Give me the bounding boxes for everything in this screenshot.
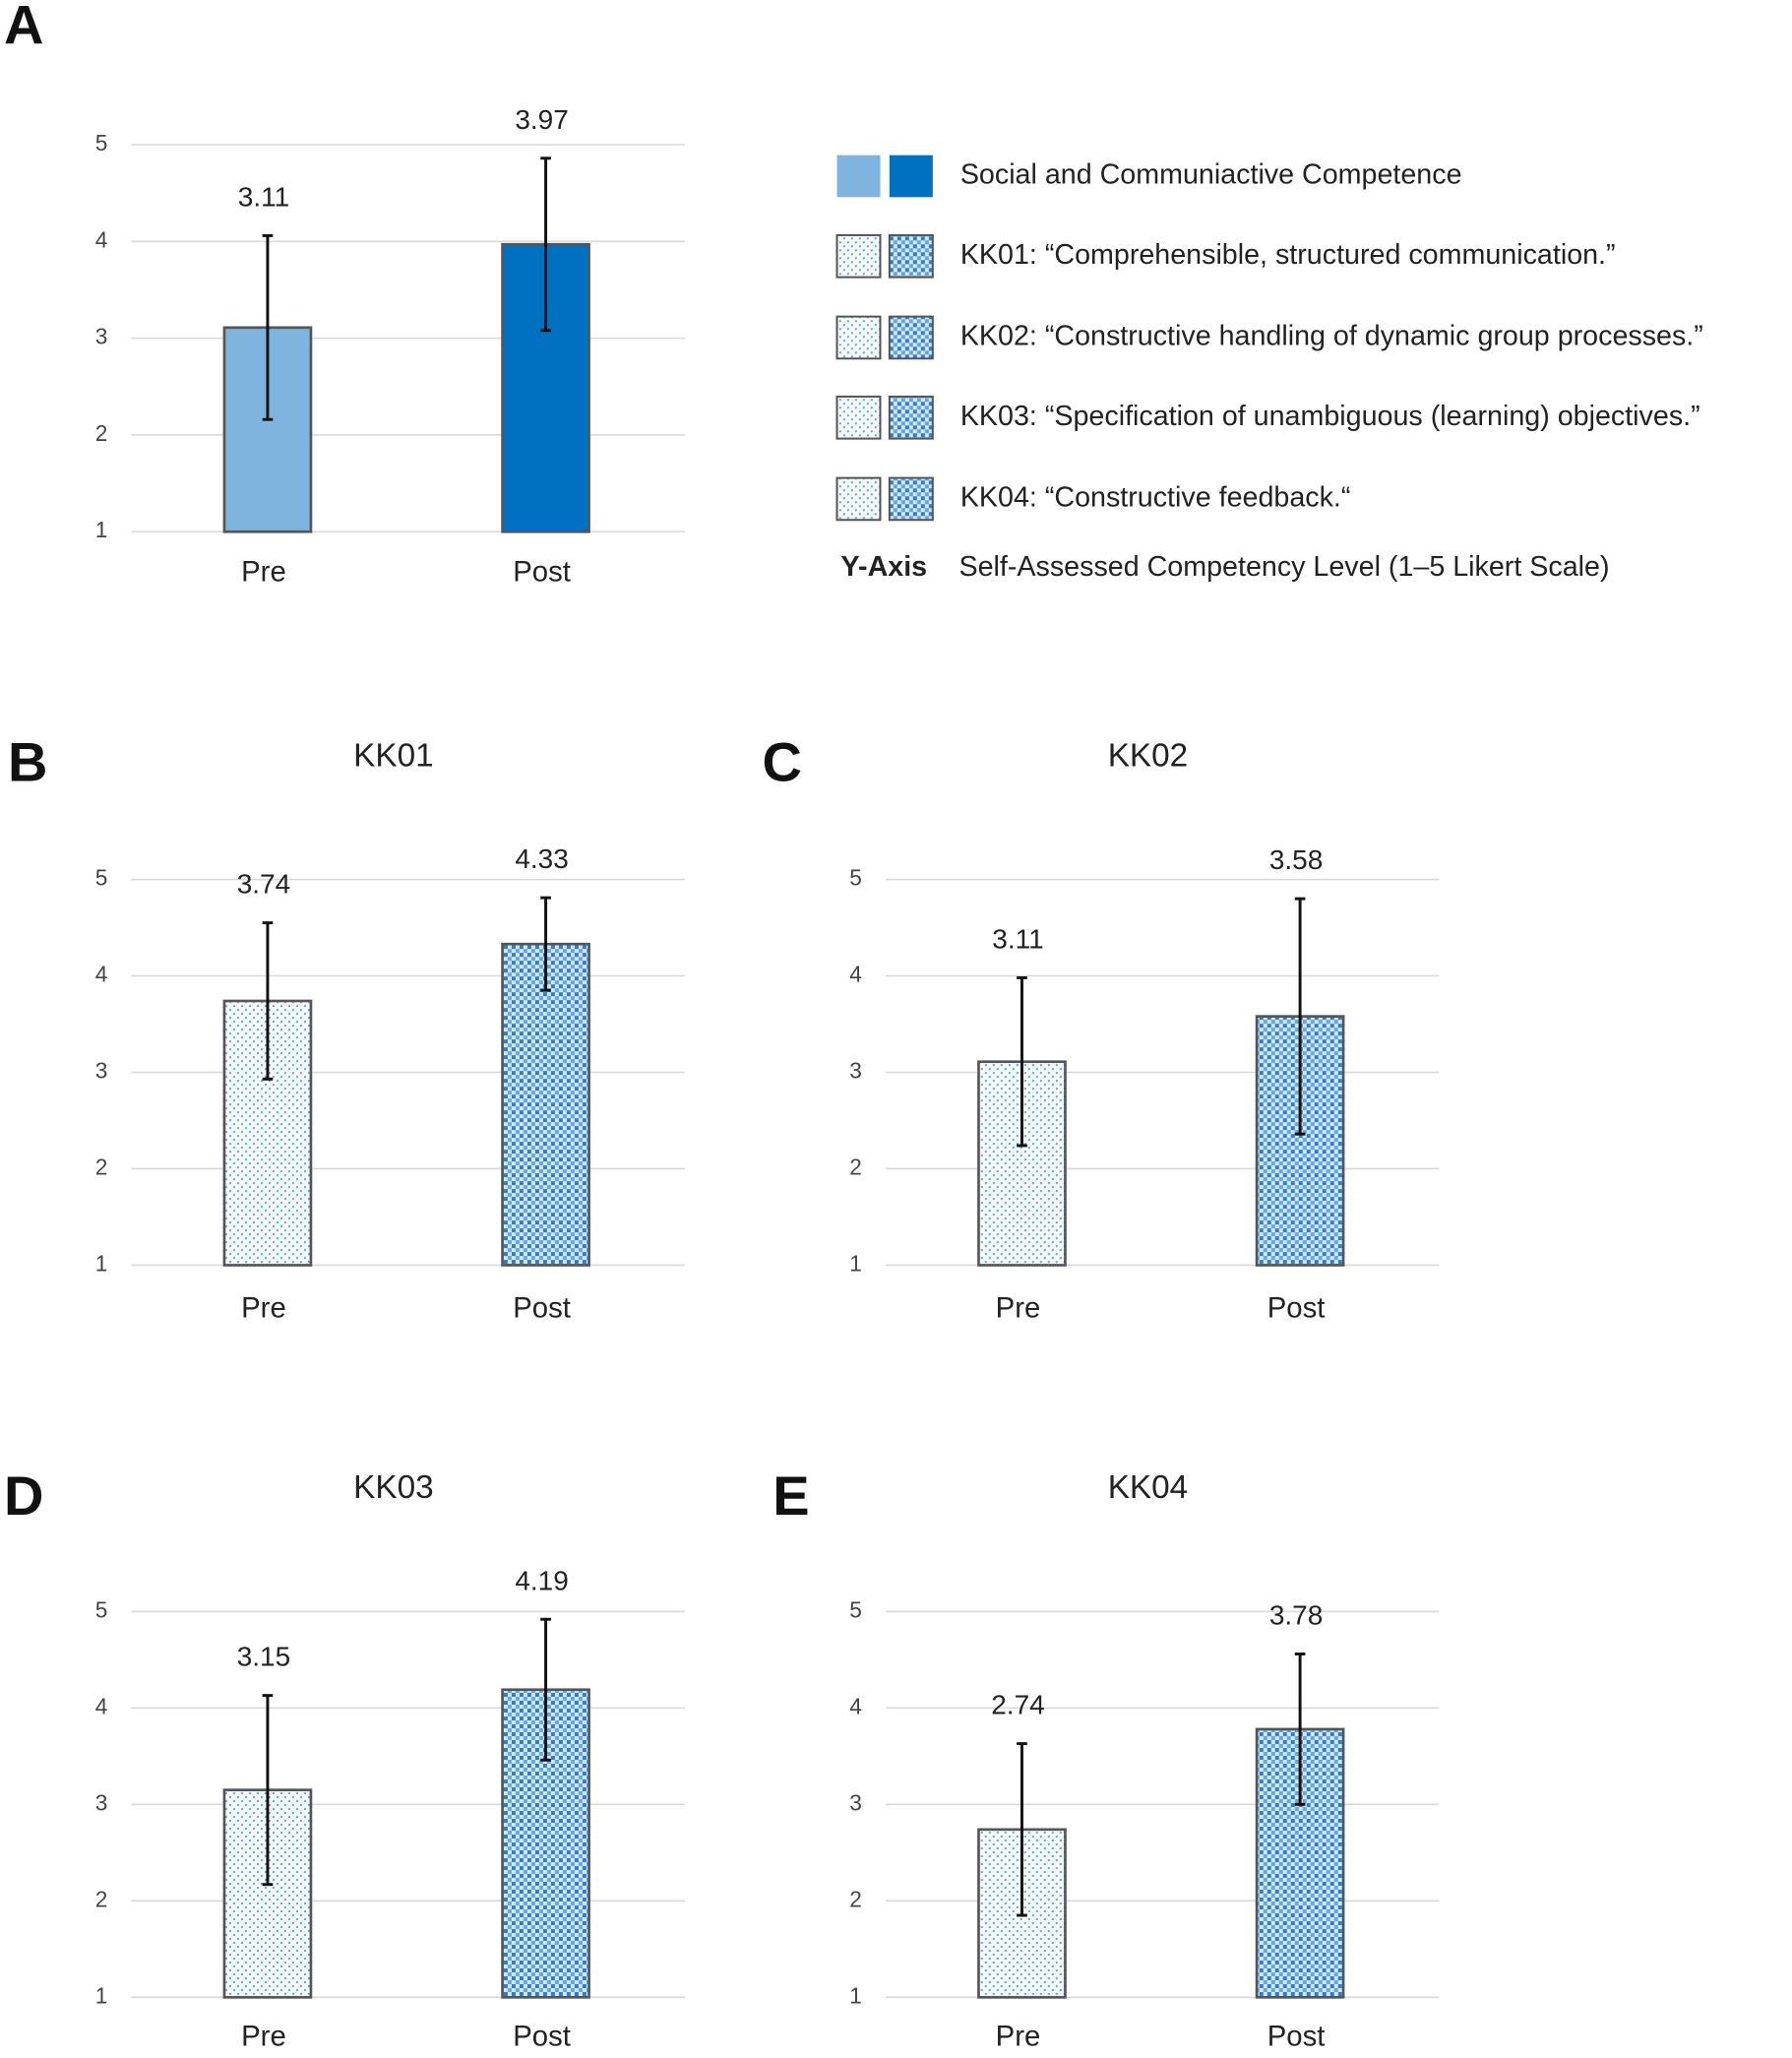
legend-swatch (888, 395, 934, 440)
legend-swatch (889, 155, 933, 198)
x-tick-label: Pre (996, 2020, 1041, 2052)
chart-title: KK03 (353, 1469, 434, 1506)
x-tick-label: Pre (241, 1292, 286, 1325)
panel-letter: E (772, 1465, 809, 1527)
panel-letter: A (4, 0, 43, 55)
bar (501, 942, 590, 1267)
y-tick-label: 2 (95, 420, 108, 446)
value-label: 3.11 (238, 181, 289, 212)
legend-swatch (835, 233, 882, 279)
y-tick-label: 2 (849, 1154, 862, 1179)
y-tick-label: 1 (95, 1982, 108, 2008)
x-tick-label: Post (513, 2020, 571, 2052)
chart-title: KK01 (353, 737, 434, 774)
y-tick-label: 4 (95, 961, 108, 986)
legend-swatch (835, 476, 882, 522)
y-tick-label: 2 (95, 1154, 108, 1179)
legend-label: Social and Communiactive Competence (960, 159, 1462, 191)
panel-letter: D (4, 1465, 43, 1527)
legend-label: KK03: “Specification of unambiguous (lea… (960, 401, 1700, 432)
x-tick-label: Pre (996, 1292, 1041, 1325)
x-tick-label: Post (513, 556, 571, 589)
y-tick-label: 4 (95, 1693, 108, 1718)
y-tick-label: 4 (95, 226, 108, 252)
y-tick-label: 1 (95, 517, 108, 542)
y-tick-label: 4 (849, 1693, 862, 1718)
value-label: 3.11 (992, 924, 1043, 955)
y-tick-label: 3 (95, 1057, 108, 1083)
x-tick-label: Post (1267, 2020, 1326, 2052)
legend-swatch (888, 315, 934, 360)
value-label: 2.74 (991, 1690, 1044, 1720)
value-label: 4.19 (515, 1565, 568, 1595)
x-tick-label: Post (1267, 1292, 1326, 1325)
y-tick-label: 5 (849, 865, 862, 891)
value-label: 3.58 (1269, 844, 1323, 875)
panel-letter: B (8, 731, 47, 793)
legend-swatch (888, 476, 934, 522)
value-label: 4.33 (515, 843, 568, 874)
bar (222, 999, 313, 1267)
y-tick-label: 1 (849, 1250, 862, 1276)
legend-swatch (836, 155, 881, 198)
value-label: 3.15 (237, 1642, 290, 1672)
legend-swatch (888, 233, 934, 279)
x-tick-label: Pre (241, 556, 286, 589)
y-tick-label: 5 (849, 1596, 862, 1622)
legend-label: KK01: “Comprehensible, structured commun… (960, 239, 1616, 271)
value-label: 3.74 (237, 869, 290, 900)
chart-title: KK02 (1108, 737, 1189, 774)
legend-swatch (835, 395, 882, 440)
value-label: 3.78 (1269, 1600, 1323, 1631)
y-tick-label: 5 (95, 130, 108, 156)
legend-swatch (835, 315, 882, 360)
y-tick-label: 3 (95, 324, 108, 349)
y-tick-label: 5 (95, 1596, 108, 1622)
y-tick-label: 2 (849, 1886, 862, 1911)
legend-label: KK04: “Constructive feedback.“ (960, 482, 1351, 514)
y-tick-label: 1 (95, 1250, 108, 1276)
y-tick-label: 3 (849, 1789, 862, 1815)
value-label: 3.97 (515, 104, 568, 135)
x-tick-label: Pre (241, 2020, 286, 2052)
y-tick-label: 1 (849, 1982, 862, 2008)
y-tick-label: 4 (849, 961, 862, 986)
y-tick-label: 3 (849, 1057, 862, 1083)
y-tick-label: 3 (95, 1789, 108, 1815)
x-tick-label: Post (513, 1292, 571, 1325)
y-tick-label: 2 (95, 1886, 108, 1911)
y-axis-key: Y-Axis (841, 551, 928, 583)
y-tick-label: 5 (95, 865, 108, 891)
legend-label: KK02: “Constructive handling of dynamic … (960, 321, 1703, 352)
panel-letter: C (763, 731, 802, 793)
chart-title: KK04 (1108, 1469, 1189, 1506)
y-axis-label: Self-Assessed Competency Level (1–5 Like… (958, 551, 1609, 583)
